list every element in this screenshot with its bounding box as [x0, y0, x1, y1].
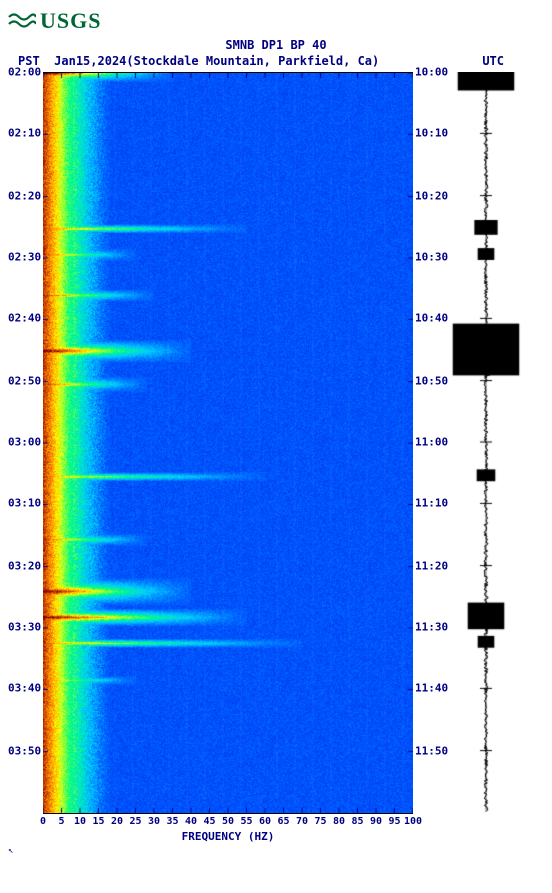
x-tick: 15	[92, 816, 104, 827]
x-tick: 30	[148, 816, 160, 827]
x-tick: 5	[58, 816, 64, 827]
x-tick: 60	[259, 816, 271, 827]
plot-area: 02:0002:1002:2002:3002:4002:5003:0003:10…	[8, 72, 544, 814]
x-tick: 95	[388, 816, 400, 827]
right-tick: 10:20	[415, 189, 448, 202]
left-tick: 02:20	[8, 189, 41, 202]
right-tz-label: UTC	[482, 54, 504, 68]
right-tick: 11:50	[415, 744, 448, 757]
right-tick: 11:30	[415, 621, 448, 634]
waveform	[451, 72, 521, 812]
right-tick: 10:30	[415, 251, 448, 264]
x-tick: 100	[404, 816, 422, 827]
usgs-logo: USGS	[8, 8, 544, 34]
left-tick: 03:40	[8, 682, 41, 695]
x-tick: 25	[129, 816, 141, 827]
x-axis-label: FREQUENCY (HZ)	[182, 830, 275, 843]
right-tick: 10:40	[415, 312, 448, 325]
x-tick: 75	[314, 816, 326, 827]
right-tick: 10:50	[415, 374, 448, 387]
chart-subtitle: PST Jan15,2024(Stockdale Mountain, Parkf…	[8, 54, 544, 68]
left-tick: 03:30	[8, 621, 41, 634]
right-tick: 10:10	[415, 127, 448, 140]
x-tick: 65	[277, 816, 289, 827]
left-tick: 02:40	[8, 312, 41, 325]
right-tick: 11:00	[415, 436, 448, 449]
left-tick: 03:00	[8, 436, 41, 449]
left-tz-label: PST Jan15,2024(Stockdale Mountain, Parkf…	[18, 54, 379, 68]
x-tick: 10	[74, 816, 86, 827]
chart-title: SMNB DP1 BP 40	[8, 38, 544, 52]
x-tick: 40	[185, 816, 197, 827]
spectrogram	[43, 72, 413, 814]
x-tick: 0	[40, 816, 46, 827]
left-tick: 02:50	[8, 374, 41, 387]
x-tick: 35	[166, 816, 178, 827]
x-tick: 90	[370, 816, 382, 827]
right-tick: 11:10	[415, 497, 448, 510]
x-tick: 50	[222, 816, 234, 827]
frequency-axis: FREQUENCY (HZ) 0 5 10 15 20 25 30 35 40 45 50 55 60 6…	[43, 814, 413, 846]
x-tick: 20	[111, 816, 123, 827]
wave-icon	[8, 11, 36, 31]
x-tick: 55	[240, 816, 252, 827]
right-tick: 11:40	[415, 682, 448, 695]
x-tick: 70	[296, 816, 308, 827]
left-tick: 03:20	[8, 559, 41, 572]
left-tick: 02:30	[8, 251, 41, 264]
logo-text: USGS	[40, 8, 101, 34]
x-tick: 45	[203, 816, 215, 827]
cursor-mark: ↖	[8, 846, 544, 856]
right-tick: 10:00	[415, 66, 448, 79]
left-tick: 02:10	[8, 127, 41, 140]
x-tick: 80	[333, 816, 345, 827]
left-tick: 02:00	[8, 66, 41, 79]
right-tick: 11:20	[415, 559, 448, 572]
left-time-axis: 02:0002:1002:2002:3002:4002:5003:0003:10…	[8, 72, 43, 812]
left-tick: 03:50	[8, 744, 41, 757]
x-tick: 85	[351, 816, 363, 827]
left-tick: 03:10	[8, 497, 41, 510]
right-time-axis: 10:0010:1010:2010:3010:4010:5011:0011:10…	[413, 72, 451, 812]
